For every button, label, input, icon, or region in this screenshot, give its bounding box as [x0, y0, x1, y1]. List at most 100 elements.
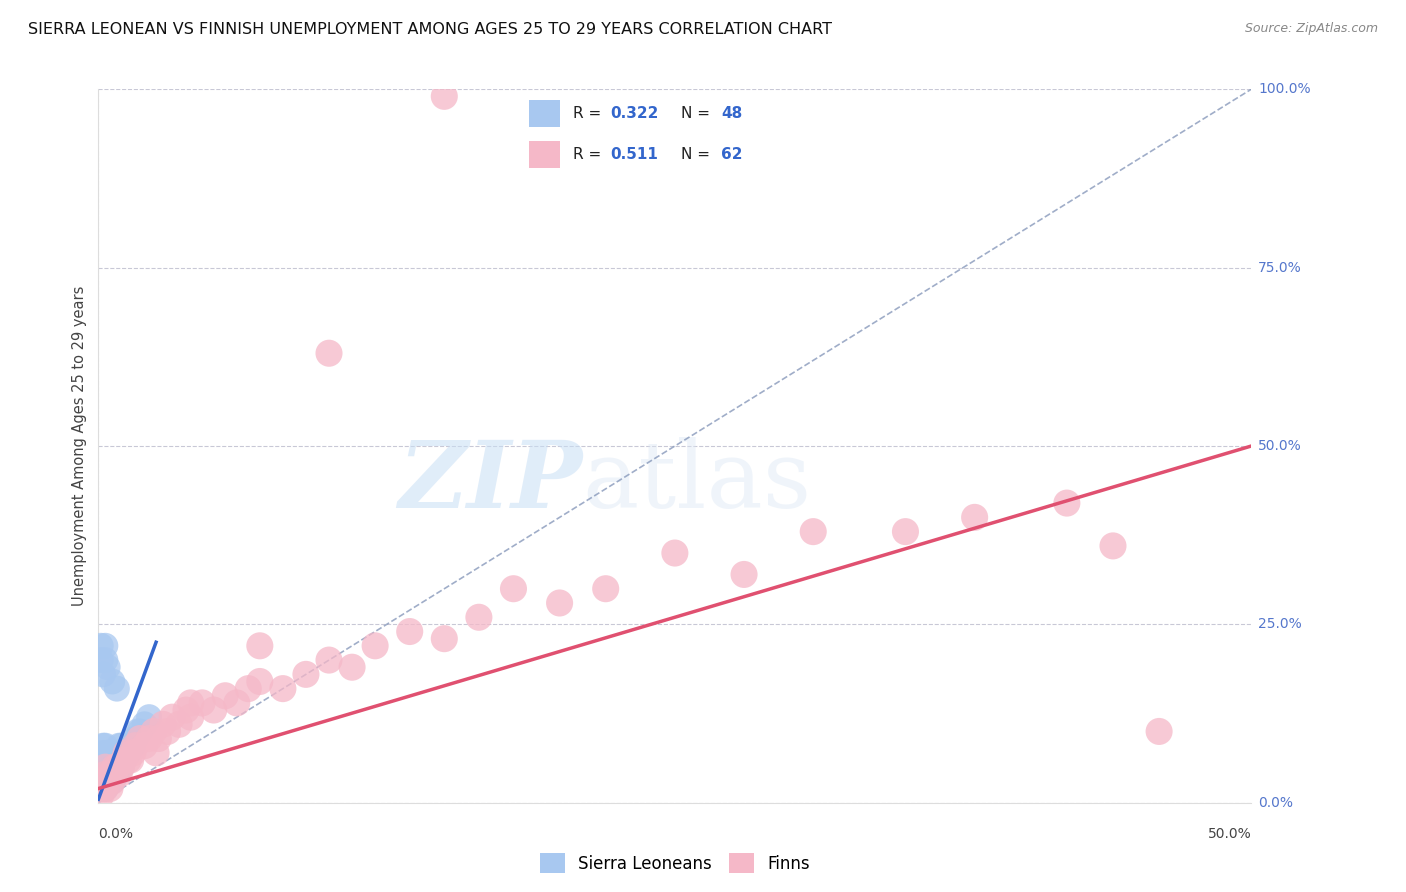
Point	[156, 724, 179, 739]
Bar	[530, 141, 561, 168]
Point	[94, 781, 117, 796]
Point	[97, 774, 120, 789]
Point	[117, 746, 139, 760]
Point	[1056, 496, 1078, 510]
Point	[98, 753, 121, 767]
Legend: Sierra Leoneans, Finns: Sierra Leoneans, Finns	[533, 847, 817, 880]
Point	[94, 760, 117, 774]
Point	[120, 739, 142, 753]
Point	[94, 653, 117, 667]
Point	[963, 510, 986, 524]
Text: R =: R =	[572, 147, 606, 161]
Point	[91, 739, 114, 753]
Text: 48: 48	[721, 106, 742, 120]
Point	[142, 724, 165, 739]
Text: 100.0%: 100.0%	[1258, 82, 1310, 96]
Point	[94, 767, 117, 781]
Point	[101, 774, 124, 789]
Point	[91, 667, 114, 681]
Point	[90, 653, 112, 667]
Point	[110, 739, 132, 753]
Text: 62: 62	[721, 147, 742, 161]
Point	[225, 696, 247, 710]
Point	[148, 731, 170, 746]
Point	[398, 624, 420, 639]
Point	[101, 760, 124, 774]
Point	[124, 739, 146, 753]
Point	[238, 681, 260, 696]
Point	[364, 639, 387, 653]
Point	[91, 774, 114, 789]
Point	[110, 760, 132, 774]
Text: SIERRA LEONEAN VS FINNISH UNEMPLOYMENT AMONG AGES 25 TO 29 YEARS CORRELATION CHA: SIERRA LEONEAN VS FINNISH UNEMPLOYMENT A…	[28, 22, 832, 37]
Point	[101, 674, 124, 689]
Point	[90, 767, 112, 781]
Text: N =: N =	[681, 106, 714, 120]
Point	[101, 774, 124, 789]
Bar	[530, 100, 561, 127]
Point	[110, 760, 132, 774]
Point	[115, 746, 138, 760]
Point	[97, 660, 120, 674]
Text: 75.0%: 75.0%	[1258, 260, 1302, 275]
Text: 0.511: 0.511	[610, 147, 658, 161]
Point	[249, 639, 271, 653]
Point	[94, 767, 117, 781]
Point	[103, 760, 125, 774]
Text: Source: ZipAtlas.com: Source: ZipAtlas.com	[1244, 22, 1378, 36]
Point	[433, 632, 456, 646]
Point	[103, 767, 125, 781]
Point	[664, 546, 686, 560]
Point	[548, 596, 571, 610]
Point	[138, 710, 160, 724]
Point	[134, 739, 156, 753]
Point	[90, 639, 112, 653]
Point	[97, 774, 120, 789]
Text: 0.322: 0.322	[610, 106, 658, 120]
Point	[120, 753, 142, 767]
Point	[90, 774, 112, 789]
Point	[502, 582, 524, 596]
Point	[468, 610, 491, 624]
Point	[340, 660, 363, 674]
Point	[295, 667, 318, 681]
Text: ZIP: ZIP	[398, 437, 582, 526]
Point	[129, 731, 152, 746]
Text: 50.0%: 50.0%	[1208, 827, 1251, 841]
Point	[167, 717, 190, 731]
Point	[98, 774, 121, 789]
Point	[105, 746, 128, 760]
Point	[94, 739, 117, 753]
Point	[108, 767, 131, 781]
Point	[733, 567, 755, 582]
Point	[90, 781, 112, 796]
Point	[318, 653, 340, 667]
Text: 25.0%: 25.0%	[1258, 617, 1302, 632]
Text: 0.0%: 0.0%	[98, 827, 134, 841]
Point	[214, 689, 236, 703]
Point	[108, 760, 131, 774]
Text: 0.0%: 0.0%	[1258, 796, 1294, 810]
Point	[174, 703, 197, 717]
Point	[97, 760, 120, 774]
Point	[433, 89, 456, 103]
Point	[134, 717, 156, 731]
Point	[180, 696, 202, 710]
Point	[98, 767, 121, 781]
Point	[91, 774, 114, 789]
Point	[124, 731, 146, 746]
Point	[94, 781, 117, 796]
Point	[91, 760, 114, 774]
Point	[105, 767, 128, 781]
Point	[122, 746, 145, 760]
Point	[180, 710, 202, 724]
Point	[98, 781, 121, 796]
Point	[115, 746, 138, 760]
Point	[105, 681, 128, 696]
Point	[1147, 724, 1170, 739]
Point	[91, 767, 114, 781]
Point	[103, 753, 125, 767]
Point	[801, 524, 824, 539]
Point	[103, 767, 125, 781]
Point	[91, 781, 114, 796]
